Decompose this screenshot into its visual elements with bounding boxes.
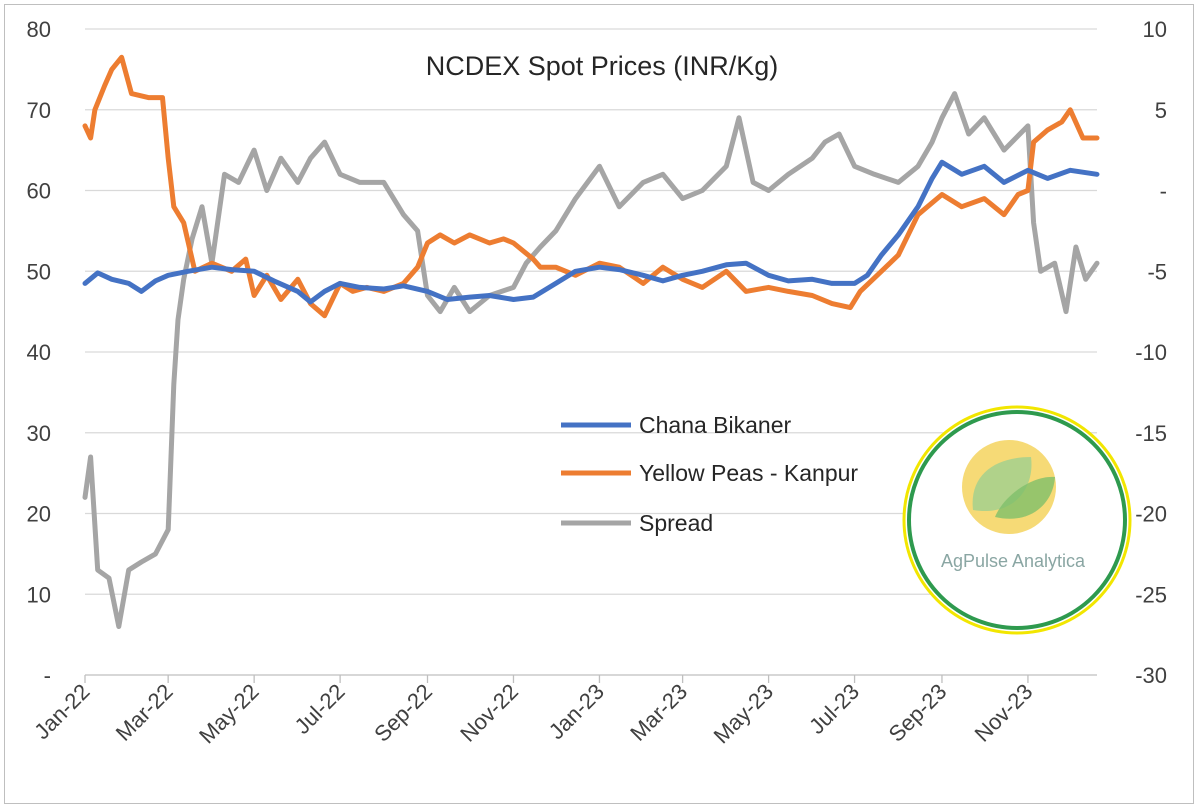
x-tick-label: Jan-22 [29, 679, 94, 744]
y-left-tick-label: 30 [27, 421, 51, 446]
logo-brand-text: AgPulse Analytica [941, 551, 1086, 571]
y-right-tick-label: -20 [1135, 502, 1167, 527]
x-tick-label: Jul-23 [804, 679, 864, 739]
chart-frame: -10 20 30 40 50 60 70 80 -30 -25 -20 -15 -10 -5-5 10 Ja… [4, 4, 1194, 804]
y-right-tick-label: 10 [1143, 17, 1167, 42]
x-tick-label: Sep-23 [884, 679, 952, 747]
leaf-icon-2 [995, 476, 1055, 519]
y-right-tick-label: - [1160, 179, 1167, 204]
legend-label: Yellow Peas - Kanpur [639, 460, 858, 486]
x-tick-label: Mar-22 [111, 679, 178, 746]
y-left-tick-label: 50 [27, 259, 51, 284]
y-left-tick-label: 70 [27, 98, 51, 123]
legend-label: Spread [639, 510, 713, 536]
series-line-yellow-peas-kanpur [82, 54, 1100, 319]
legend-label: Chana Bikaner [639, 412, 791, 438]
y-right-tick-label: -5 [1147, 259, 1167, 284]
series-line-chana-bikaner [82, 159, 1100, 305]
x-tick-label: Sep-22 [369, 679, 437, 747]
spot-price-chart: -1020304050607080-30-25-20-15-10-5-510Ja… [27, 17, 1167, 748]
series-line-spread [82, 91, 1100, 629]
axes: -1020304050607080-30-25-20-15-10-5-510Ja… [27, 17, 1167, 748]
series-lines [82, 54, 1100, 629]
y-left-tick-label: 60 [27, 179, 51, 204]
x-tick-label: Nov-22 [455, 679, 523, 747]
y-left-tick-label: 10 [27, 582, 51, 607]
x-tick-label: Jan-23 [544, 679, 609, 744]
y-left-tick-label: - [44, 663, 51, 688]
chart-title: NCDEX Spot Prices (INR/Kg) [426, 51, 779, 81]
y-right-tick-label: -10 [1135, 340, 1167, 365]
y-right-tick-label: -25 [1135, 582, 1167, 607]
x-tick-label: Mar-23 [625, 679, 692, 746]
legend: Chana Bikaner Yellow Peas - Kanpur Spread [561, 412, 858, 536]
y-right-tick-label: -15 [1135, 421, 1167, 446]
y-left-tick-label: 20 [27, 502, 51, 527]
y-left-tick-label: 80 [27, 17, 51, 42]
agpulse-logo: AgPulse Analytica [902, 405, 1132, 635]
y-right-tick-label: 5 [1155, 98, 1167, 123]
y-right-tick-label: -30 [1135, 663, 1167, 688]
x-tick-label: Nov-23 [970, 679, 1038, 747]
x-tick-label: Jul-22 [290, 679, 350, 739]
x-tick-label: May-23 [709, 679, 779, 749]
y-left-tick-label: 40 [27, 340, 51, 365]
x-tick-label: May-22 [194, 679, 264, 749]
logo-inner-ring [907, 410, 1127, 630]
